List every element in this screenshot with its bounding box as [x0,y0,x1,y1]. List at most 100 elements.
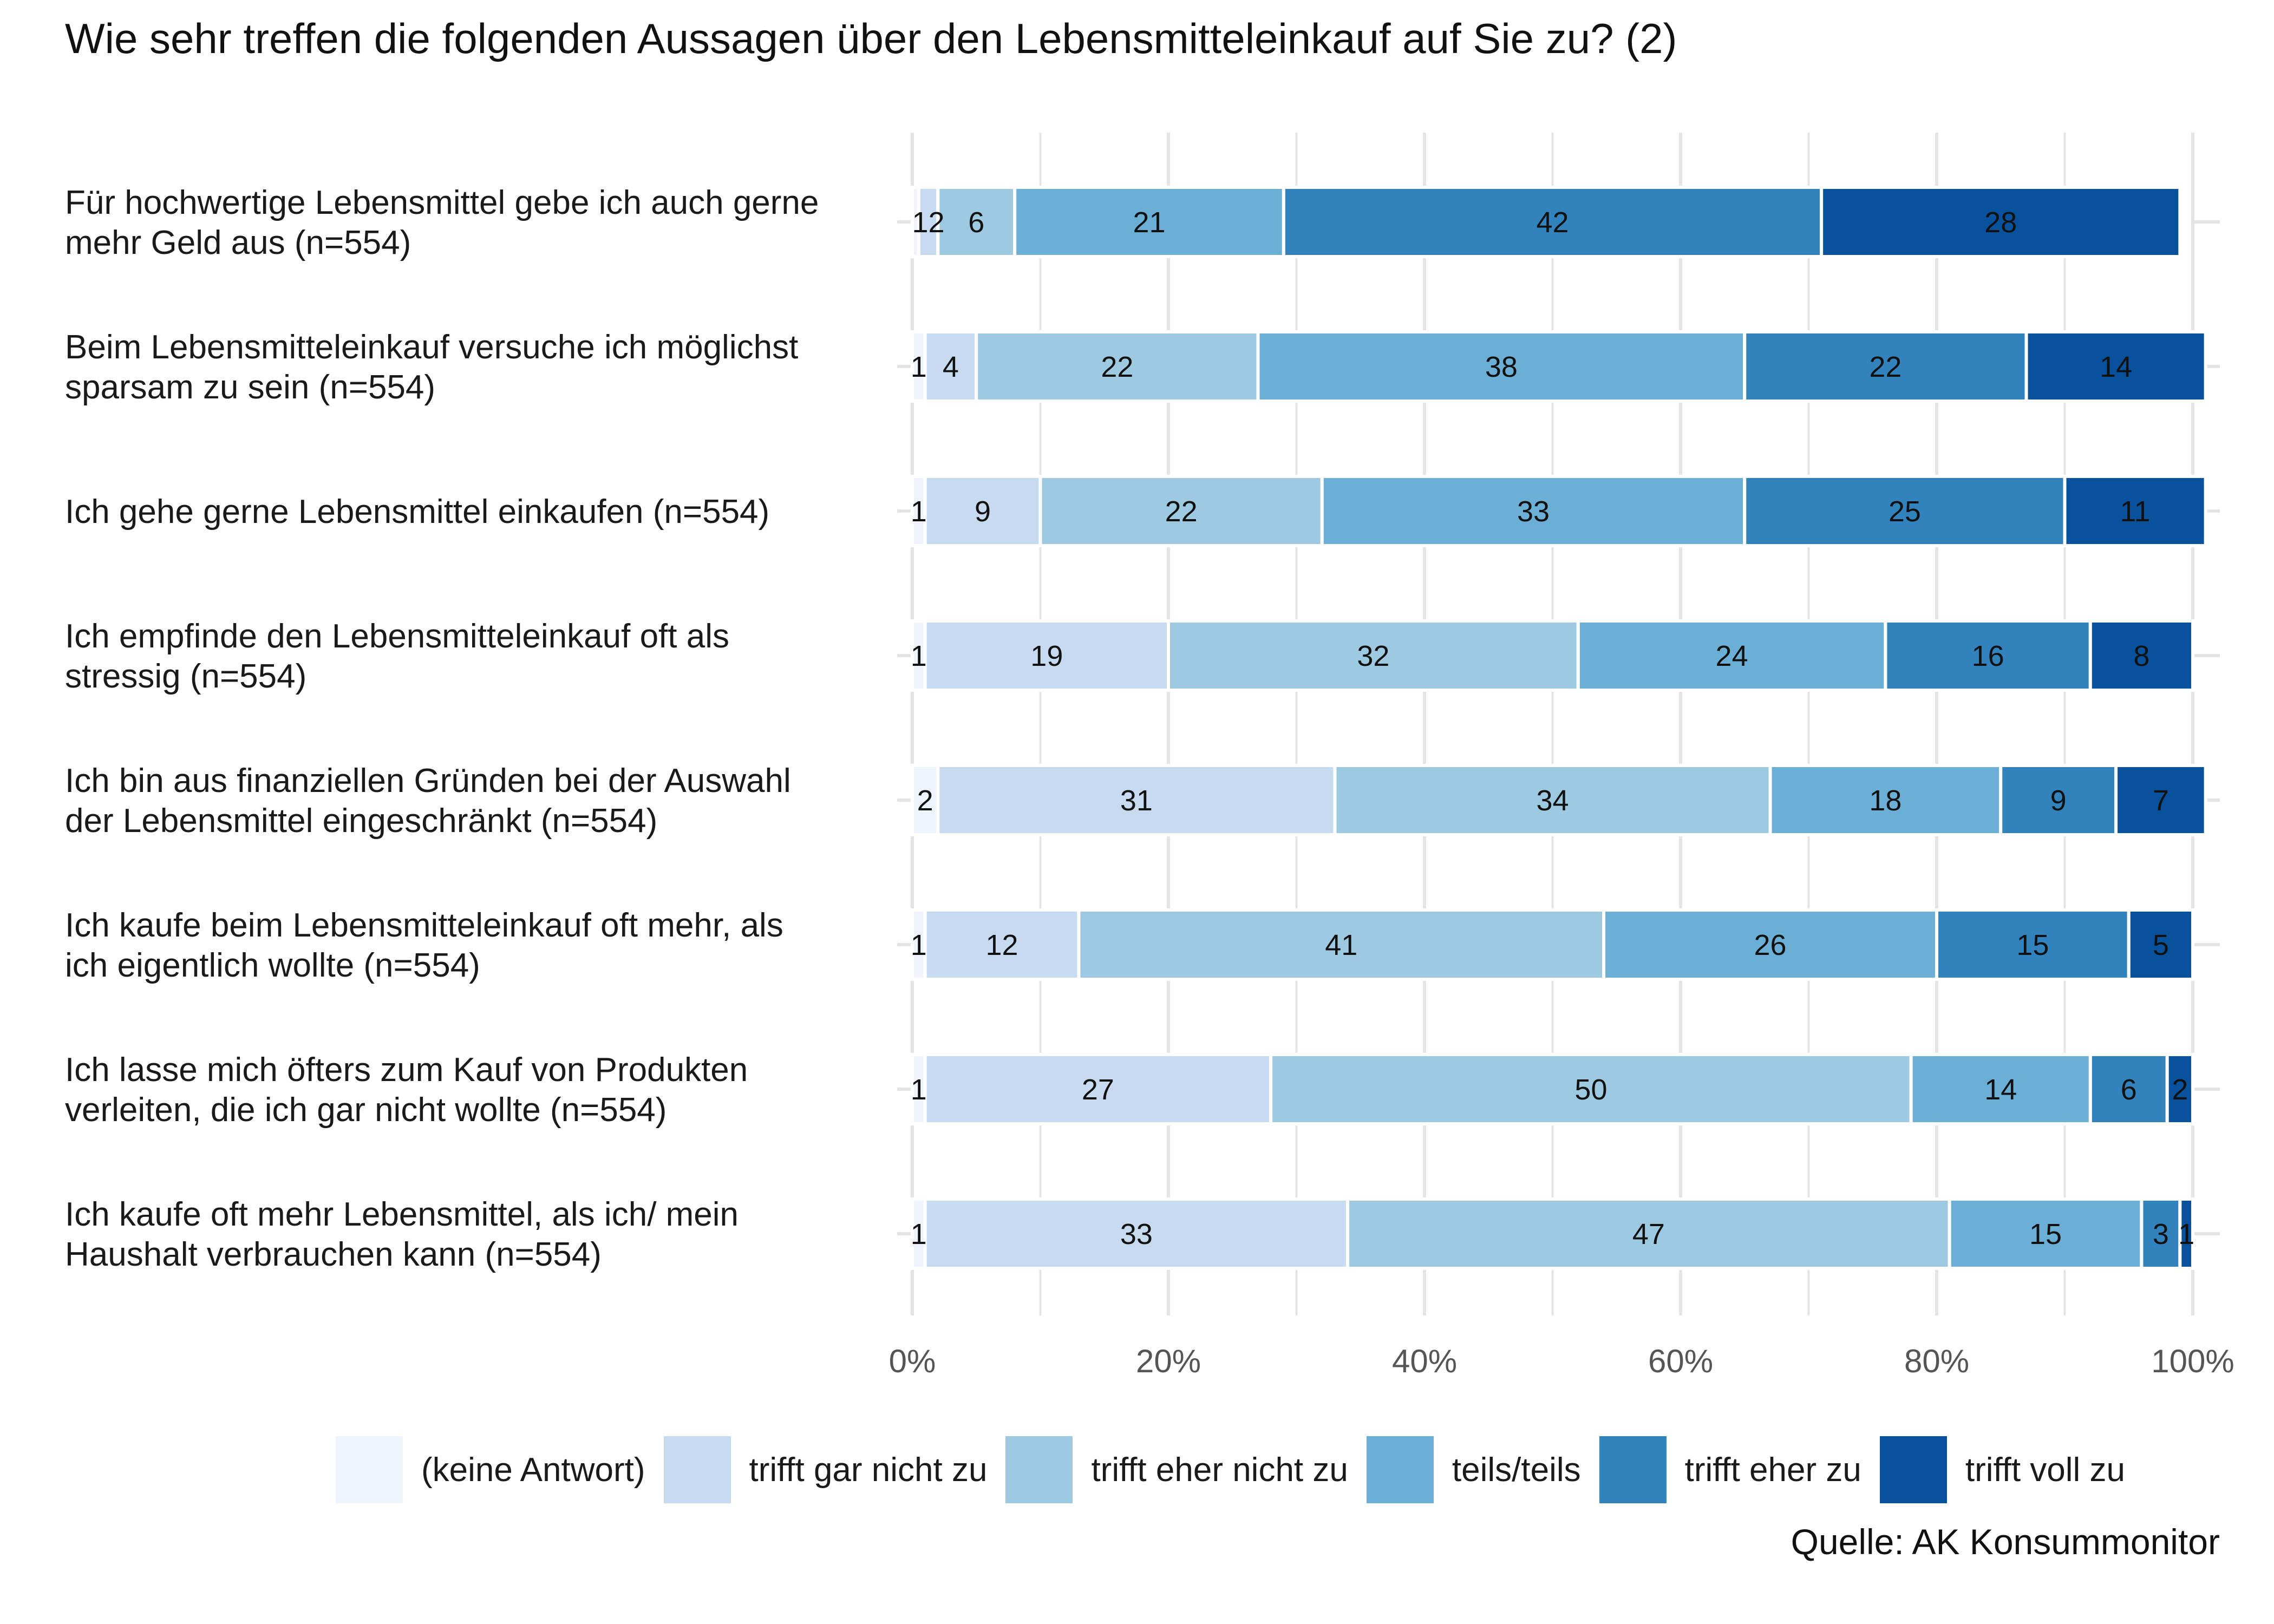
value-label: 2 [917,784,933,817]
value-label: 24 [1716,640,1748,672]
value-label: 41 [1325,929,1357,961]
bar-segment [936,186,1017,258]
value-label: 9 [2050,784,2067,817]
value-label: 33 [1120,1218,1153,1250]
value-labels: 12 6 21 42 281 4 22 38 22 141 9 22 33 25 111 19 32 24 16 82… [911,206,2194,1250]
bar-segment [1743,475,2067,547]
x-tick-label: 60% [1648,1343,1713,1379]
bar-segment [1077,908,1606,981]
value-label: 50 [1574,1073,1607,1106]
value-label: 2 [2172,1073,2188,1106]
value-label: 33 [1517,495,1550,528]
value-label: 26 [1754,929,1787,961]
category-label: Beim Lebensmitteleinkauf versuche ich mö… [65,329,798,366]
value-label: 22 [1869,351,1901,383]
value-label: 19 [1030,640,1063,672]
value-label: 3 [2153,1218,2169,1250]
grid-lines [897,133,2220,1315]
bar-segment [923,1197,1350,1270]
value-label: 7 [2153,784,2169,817]
category-label: Für hochwertige Lebensmittel gebe ich au… [65,184,819,221]
value-label: 1 [2178,1218,2194,1250]
value-label: 1 [911,1218,927,1250]
legend-item: trifft voll zu [1879,1436,2125,1503]
bar-segment [2165,1053,2194,1125]
bar-segment [911,764,940,836]
bar-segment [2088,619,2195,692]
bar-segment [923,1053,1273,1125]
value-label: 1 [911,929,927,961]
category-label: sparsam zu sein (n=554) [65,369,435,406]
legend-item: trifft eher nicht zu [1005,1436,1348,1503]
category-label: der Lebensmittel eingeschränkt (n=554) [65,802,657,840]
value-label: 25 [1889,495,1921,528]
legend-item: trifft gar nicht zu [663,1436,988,1503]
category-label: ich eigentlich wollte (n=554) [65,947,480,984]
bar-series [911,186,2207,1270]
category-label: Ich kaufe beim Lebensmitteleinkauf oft m… [65,907,783,944]
bar-segment [2127,908,2194,981]
value-label: 4 [943,351,959,383]
bar-segment [1269,1053,1913,1125]
value-label: 5 [2153,929,2169,961]
legend-item: (keine Antwort) [336,1436,645,1503]
category-label: Ich empfinde den Lebensmitteleinkauf oft… [65,618,729,655]
value-label: 21 [1133,206,1165,239]
value-label: 1 [911,1073,927,1106]
value-label: 1 [911,351,927,383]
value-label: 38 [1485,351,1518,383]
bar-segment [2114,764,2207,836]
x-tick-label: 100% [2151,1343,2234,1379]
value-label: 1 [911,495,927,528]
legend-label: trifft gar nicht zu [749,1451,988,1489]
legend-swatch [1879,1436,1947,1503]
x-tick-label: 0% [889,1343,936,1379]
bar-segment [1743,330,2028,403]
bar-segment [923,619,1171,692]
value-label: 6 [968,206,984,239]
value-label: 28 [1984,206,2017,239]
bar-segment [1333,764,1772,836]
x-tick-label: 20% [1136,1343,1201,1379]
legend-label: trifft eher nicht zu [1091,1451,1348,1489]
category-labels: Für hochwertige Lebensmittel gebe ich au… [65,184,819,1273]
value-label: 1 [911,640,927,672]
value-label: 34 [1536,784,1569,817]
bar-segment [1013,186,1285,258]
legend-label: (keine Antwort) [421,1451,645,1489]
legend-swatch [1599,1436,1667,1503]
legend-swatch [663,1436,731,1503]
value-label: 15 [2016,929,2049,961]
value-label: 12 [986,929,1018,961]
category-label: verleiten, die ich gar nicht wollte (n=5… [65,1091,666,1129]
value-label: 42 [1536,206,1569,239]
value-label: 8 [2133,640,2149,672]
bar-segment [936,764,1337,836]
value-label: 9 [975,495,991,528]
bar-segment [917,186,940,258]
x-tick-label: 80% [1904,1343,1969,1379]
value-label: 32 [1357,640,1389,672]
category-label: Haushalt verbrauchen kann (n=554) [65,1236,602,1273]
bar-segment [2024,330,2207,403]
bar-segment [2063,475,2207,547]
value-label: 22 [1101,351,1133,383]
legend-label: teils/teils [1452,1451,1581,1489]
bar-segment [1256,330,1747,403]
category-label: mehr Geld aus (n=554) [65,224,411,261]
legend-label: trifft eher zu [1684,1451,1861,1489]
bar-segment [1282,186,1824,258]
value-label: 22 [1165,495,1198,528]
bar-segment [1999,764,2118,836]
value-label: 6 [2121,1073,2137,1106]
category-label: Ich bin aus finanziellen Gründen bei der… [65,762,791,800]
bar-segment [1576,619,1887,692]
bar-segment [1320,475,1747,547]
x-axis-ticks: 0% 20% 40% 60% 80% 100% [889,1343,2234,1379]
legend-item: teils/teils [1366,1436,1581,1503]
value-label: 47 [1632,1218,1665,1250]
value-label: 14 [1984,1073,2017,1106]
category-label: Ich gehe gerne Lebensmittel einkaufen (n… [65,493,769,531]
bar-segment [1909,1053,2092,1125]
